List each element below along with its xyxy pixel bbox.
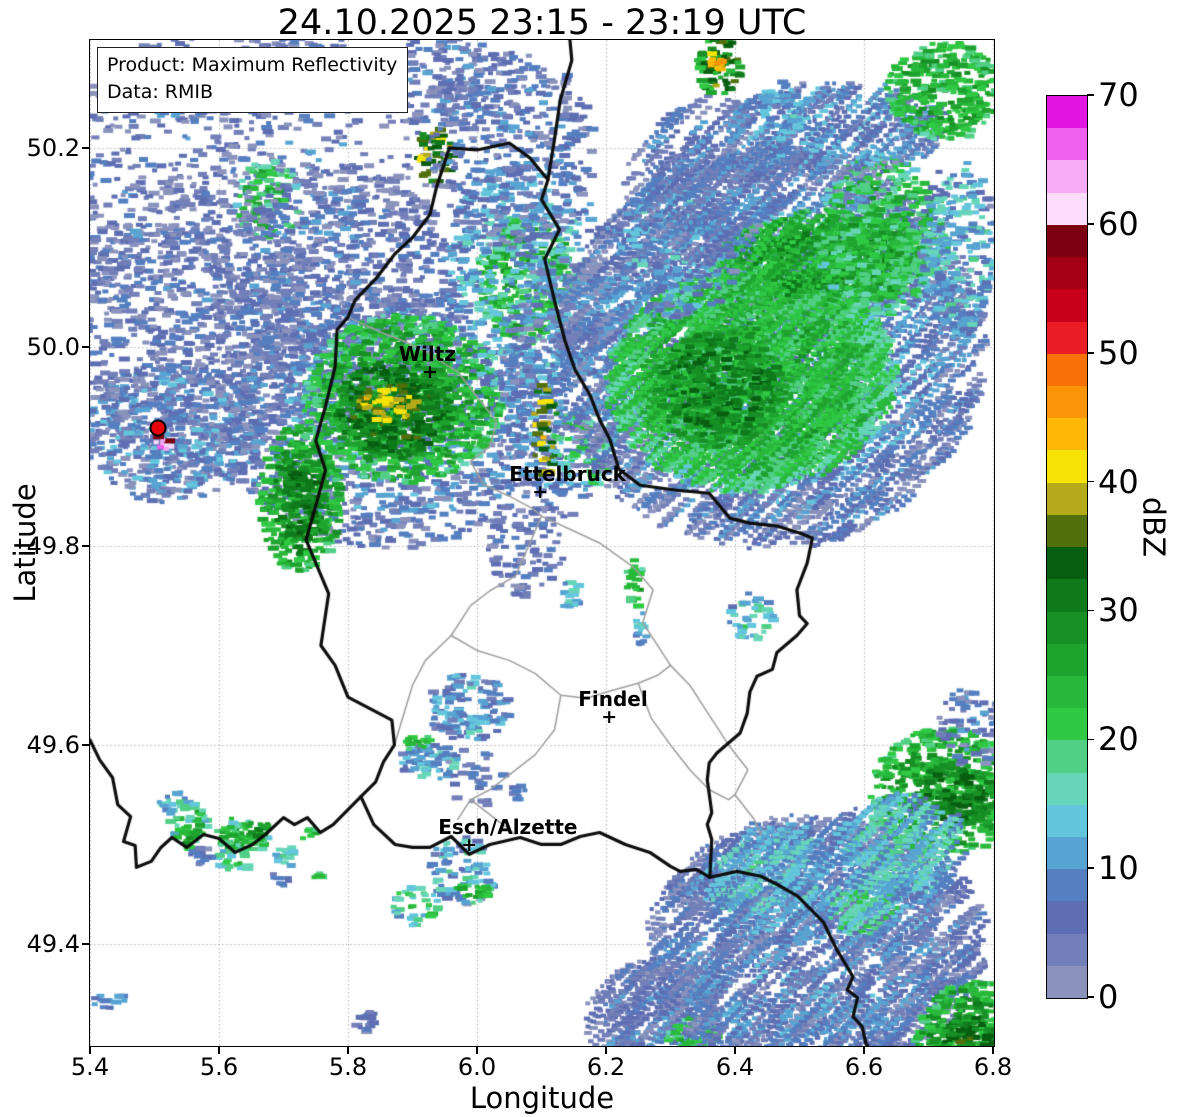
- city-label: Findel: [578, 687, 648, 712]
- colorbar-band: [1047, 224, 1087, 258]
- colorbar-band: [1047, 933, 1087, 966]
- colorbar-band: [1047, 901, 1087, 934]
- colorbar-band: [1047, 192, 1087, 225]
- colorbar-band: [1047, 128, 1087, 161]
- radar-site-marker: [149, 419, 167, 437]
- colorbar-band: [1047, 611, 1087, 644]
- x-tick-label: 6.0: [457, 1053, 497, 1081]
- colorbar-tick-label: 40: [1098, 462, 1139, 501]
- x-tick-mark: [734, 1047, 736, 1054]
- colorbar-band: [1047, 160, 1087, 193]
- colorbar-band: [1047, 579, 1087, 612]
- colorbar-tick-label: 10: [1098, 849, 1139, 888]
- colorbar-band: [1047, 547, 1087, 580]
- radar-map-canvas: [90, 40, 994, 1046]
- colorbar-tick-mark: [1087, 609, 1094, 612]
- colorbar-band: [1047, 514, 1087, 548]
- colorbar-tick-mark: [1087, 223, 1094, 225]
- y-tick-label: 50.2: [26, 133, 80, 162]
- x-tick-label: 6.4: [715, 1053, 755, 1081]
- colorbar-band: [1047, 708, 1087, 741]
- product-line: Product: Maximum Reflectivity: [107, 54, 398, 76]
- city-cross-marker: +: [461, 834, 478, 857]
- x-tick-label: 6.6: [844, 1053, 884, 1081]
- colorbar-band: [1047, 96, 1087, 129]
- x-tick-label: 6.8: [973, 1053, 1013, 1081]
- x-tick-mark: [863, 1047, 865, 1054]
- colorbar-label: dBZ: [1135, 496, 1171, 558]
- colorbar-band: [1047, 385, 1087, 419]
- y-tick-mark: [82, 943, 89, 945]
- x-tick-mark: [605, 1047, 607, 1054]
- x-tick-label: 5.8: [328, 1053, 368, 1081]
- colorbar-band: [1047, 675, 1087, 709]
- colorbar-tick-mark: [1087, 352, 1094, 354]
- colorbar-band: [1047, 418, 1087, 451]
- colorbar-tick-mark: [1087, 738, 1094, 741]
- colorbar-band: [1047, 740, 1087, 773]
- y-tick-label: 49.4: [26, 929, 80, 958]
- city-cross-marker: +: [601, 706, 618, 729]
- x-tick-mark: [347, 1047, 349, 1054]
- dbz-colorbar: [1046, 95, 1088, 999]
- y-axis-label: Latitude: [8, 483, 42, 603]
- y-tick-mark: [82, 744, 89, 746]
- x-tick-label: 6.2: [586, 1053, 626, 1081]
- y-tick-label: 49.8: [26, 531, 80, 560]
- colorbar-band: [1047, 643, 1087, 676]
- y-tick-label: 50.0: [26, 332, 80, 361]
- x-tick-mark: [476, 1047, 478, 1054]
- colorbar-tick-mark: [1087, 94, 1094, 96]
- x-tick-label: 5.6: [199, 1053, 239, 1081]
- y-tick-mark: [82, 346, 89, 348]
- product-info-box: Product: Maximum Reflectivity Data: RMIB: [97, 47, 409, 113]
- map-plot: Product: Maximum Reflectivity Data: RMIB…: [89, 39, 995, 1047]
- colorbar-band: [1047, 289, 1087, 322]
- colorbar-band: [1047, 772, 1087, 805]
- colorbar-tick-label: 20: [1098, 720, 1139, 759]
- colorbar-tick-mark: [1087, 480, 1094, 483]
- x-axis-label: Longitude: [469, 1081, 615, 1115]
- colorbar-band: [1047, 321, 1087, 354]
- colorbar-tick-label: 30: [1098, 591, 1139, 630]
- colorbar-band: [1047, 869, 1087, 902]
- y-tick-label: 49.6: [26, 730, 80, 759]
- city-label: Ettelbruck: [509, 462, 626, 487]
- colorbar-band: [1047, 804, 1087, 838]
- colorbar-tick-label: 50: [1098, 333, 1139, 372]
- colorbar-tick-mark: [1087, 867, 1094, 869]
- data-source-line: Data: RMIB: [107, 80, 214, 103]
- x-tick-label: 5.4: [70, 1053, 110, 1081]
- x-tick-mark: [218, 1047, 220, 1054]
- x-tick-mark: [992, 1047, 994, 1054]
- city-label: Esch/Alzette: [438, 815, 578, 840]
- colorbar-band: [1047, 257, 1087, 290]
- colorbar-band: [1047, 353, 1087, 386]
- colorbar-tick-label: 60: [1098, 204, 1139, 243]
- colorbar-band: [1047, 837, 1087, 870]
- colorbar-band: [1047, 965, 1087, 999]
- colorbar-band: [1047, 450, 1087, 483]
- city-cross-marker: +: [421, 360, 438, 383]
- colorbar-tick-label: 0: [1098, 978, 1119, 1016]
- city-cross-marker: +: [532, 481, 549, 504]
- y-tick-mark: [82, 147, 89, 149]
- y-tick-mark: [82, 545, 89, 547]
- colorbar-band: [1047, 482, 1087, 515]
- colorbar-tick-label: 70: [1098, 76, 1139, 114]
- city-label: Wiltz: [398, 341, 456, 366]
- figure-title: 24.10.2025 23:15 - 23:19 UTC: [277, 3, 807, 43]
- x-tick-mark: [89, 1047, 91, 1054]
- colorbar-tick-mark: [1087, 996, 1094, 998]
